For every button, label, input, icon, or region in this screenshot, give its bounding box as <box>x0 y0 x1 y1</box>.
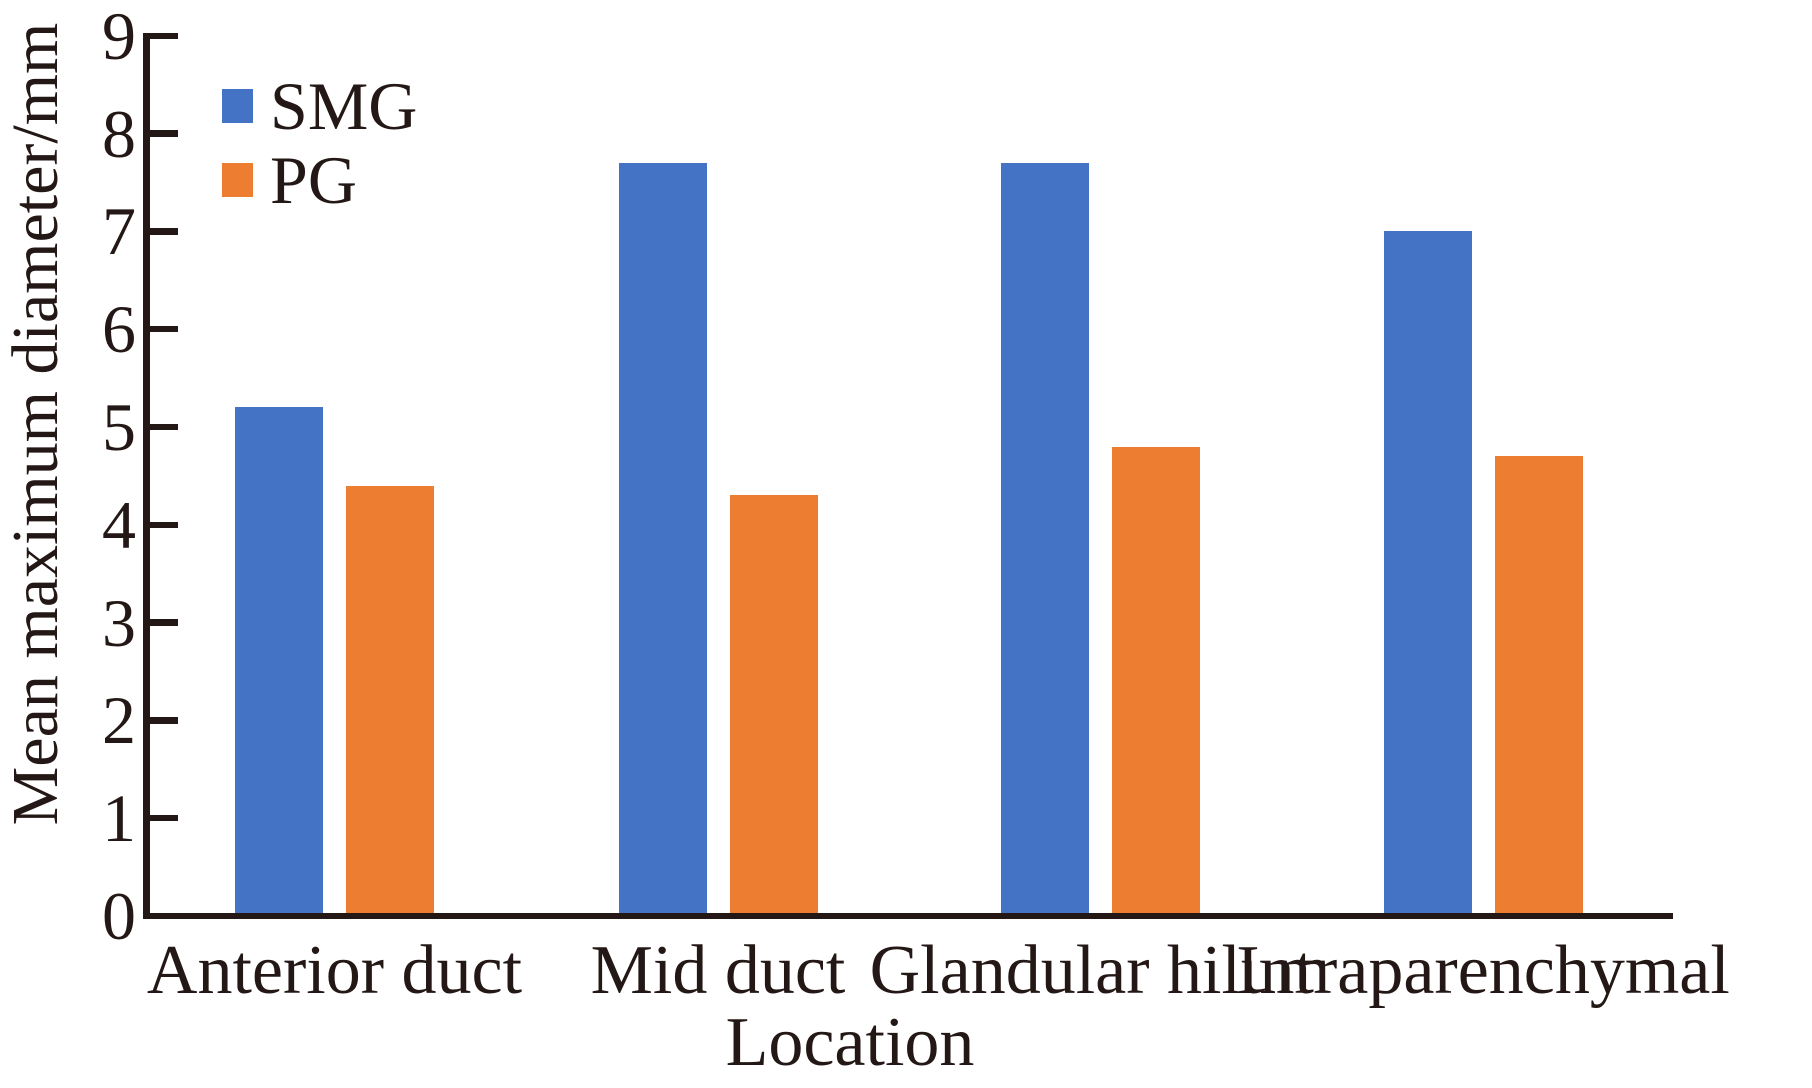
bar-smg-4 <box>1383 231 1472 916</box>
y-tick-label: 8 <box>102 95 136 172</box>
y-tick-label: 4 <box>102 486 136 563</box>
legend-label-pg: PG <box>270 142 357 218</box>
x-axis-line <box>143 912 1673 920</box>
x-axis-title: Location <box>725 1004 975 1081</box>
y-tick-label: 1 <box>102 780 136 857</box>
x-category-label: Mid duct <box>590 932 846 1009</box>
bar-pg-3 <box>1111 446 1200 916</box>
y-tick-label: 5 <box>102 389 136 465</box>
y-tick-mark <box>149 325 178 333</box>
x-category-label: Intraparenchymal <box>1236 932 1730 1009</box>
y-tick-mark <box>149 32 178 40</box>
bar-pg-1 <box>346 485 434 916</box>
y-tick-label: 3 <box>102 584 136 661</box>
legend-item-smg: SMG <box>222 72 417 140</box>
y-tick-mark <box>149 423 178 431</box>
legend-swatch-smg <box>222 89 253 123</box>
y-tick-label: 0 <box>102 878 136 954</box>
y-tick-mark <box>149 814 178 822</box>
y-tick-label: 2 <box>102 682 136 759</box>
bar-pg-2 <box>729 495 818 916</box>
bar-smg-3 <box>1000 162 1089 916</box>
y-tick-mark <box>149 228 178 235</box>
y-tick-label: 7 <box>102 193 136 270</box>
legend-swatch-pg <box>222 163 253 197</box>
y-axis-line <box>143 32 150 920</box>
y-tick-mark <box>149 130 178 137</box>
legend-item-pg: PG <box>222 146 357 214</box>
y-tick-mark <box>149 619 178 626</box>
y-tick-mark <box>149 521 178 529</box>
y-tick-label: 9 <box>102 0 136 74</box>
legend-label-smg: SMG <box>270 68 418 144</box>
y-tick-label: 6 <box>102 291 136 368</box>
bar-smg-2 <box>618 162 707 916</box>
x-category-label: Glandular hilum <box>869 932 1331 1009</box>
y-tick-mark <box>149 717 178 724</box>
bar-pg-4 <box>1494 456 1583 916</box>
x-category-label: Anterior duct <box>146 932 523 1009</box>
bar-smg-1 <box>235 407 323 916</box>
